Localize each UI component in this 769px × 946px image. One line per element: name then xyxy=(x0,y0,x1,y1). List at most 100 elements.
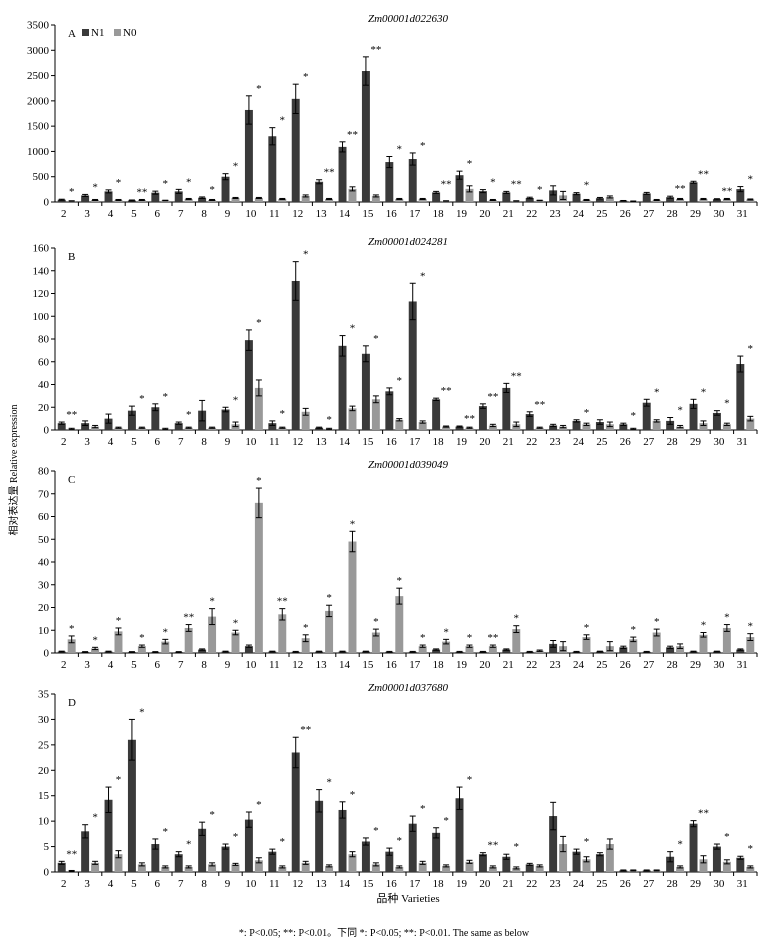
bar-N0 xyxy=(114,631,123,653)
x-tick-label: 10 xyxy=(245,208,257,220)
panel-letter: A xyxy=(68,28,76,40)
bar-N1 xyxy=(315,427,324,430)
significance-marker: * xyxy=(92,181,98,193)
y-tick-label: 140 xyxy=(33,265,50,277)
y-tick-label: 10 xyxy=(38,625,50,637)
bar-N0 xyxy=(722,627,731,653)
x-tick-label: 24 xyxy=(573,436,585,448)
significance-marker: * xyxy=(677,839,683,851)
bar-N0 xyxy=(699,634,708,653)
significance-marker: * xyxy=(584,407,590,419)
bar-N1 xyxy=(595,198,604,202)
significance-marker: ** xyxy=(300,724,311,736)
y-tick-label: 10 xyxy=(38,816,50,828)
significance-marker: ** xyxy=(324,167,335,179)
significance-marker: * xyxy=(326,414,332,426)
x-tick-label: 13 xyxy=(316,659,328,671)
x-tick-label: 21 xyxy=(503,208,514,220)
bar-N1 xyxy=(689,182,698,202)
bar-N0 xyxy=(676,646,685,653)
significance-marker: * xyxy=(397,835,403,847)
x-tick-label: 8 xyxy=(201,436,207,448)
significance-marker: * xyxy=(303,71,309,83)
bar-N0 xyxy=(348,854,357,872)
bar-N1 xyxy=(666,856,675,872)
x-tick-label: 16 xyxy=(386,659,398,671)
bar-N0 xyxy=(254,197,263,202)
x-tick-label: 15 xyxy=(362,436,374,448)
x-tick-label: 5 xyxy=(131,208,137,220)
y-tick-label: 30 xyxy=(38,579,50,591)
significance-marker: * xyxy=(280,836,286,848)
bar-N0 xyxy=(512,867,521,872)
x-tick-label: 4 xyxy=(108,208,114,220)
bar-N1 xyxy=(455,426,464,430)
significance-marker: * xyxy=(256,317,262,329)
bar-N0 xyxy=(605,844,614,872)
x-tick-label: 23 xyxy=(550,659,562,671)
bar-N1 xyxy=(642,193,651,202)
y-tick-label: 60 xyxy=(38,356,50,368)
gene-title: Zm00001d039049 xyxy=(368,459,449,471)
bar-N1 xyxy=(666,647,675,653)
bar-N1 xyxy=(268,136,277,202)
bar-N0 xyxy=(114,854,123,872)
significance-marker: * xyxy=(186,839,192,851)
bar-N0 xyxy=(676,426,685,430)
x-tick-label: 5 xyxy=(131,659,137,671)
bar-N1 xyxy=(291,752,300,872)
significance-marker: * xyxy=(280,408,286,420)
bar-N0 xyxy=(161,866,170,872)
significance-marker: * xyxy=(350,789,356,801)
bar-N0 xyxy=(488,425,497,430)
significance-marker: * xyxy=(209,184,215,196)
x-tick-label: 6 xyxy=(155,659,161,671)
y-tick-label: 80 xyxy=(38,334,50,346)
significance-marker: * xyxy=(256,475,262,487)
bar-N1 xyxy=(198,649,207,653)
y-tick-label: 70 xyxy=(38,488,50,500)
significance-marker: ** xyxy=(183,612,194,624)
significance-marker: * xyxy=(490,177,496,189)
significance-marker: * xyxy=(186,176,192,188)
x-tick-label: 7 xyxy=(178,208,184,220)
significance-marker: * xyxy=(724,612,730,624)
significance-marker: ** xyxy=(721,185,732,197)
bar-N0 xyxy=(418,646,427,653)
legend-swatch-N1 xyxy=(82,29,89,36)
bar-N1 xyxy=(244,109,253,202)
x-tick-label: 11 xyxy=(269,208,280,220)
bar-N0 xyxy=(208,427,217,430)
x-tick-label: 25 xyxy=(596,878,608,890)
x-tick-label: 14 xyxy=(339,208,351,220)
x-tick-label: 29 xyxy=(690,878,702,890)
bar-N0 xyxy=(231,632,240,653)
bar-N0 xyxy=(512,424,521,430)
x-tick-label: 12 xyxy=(292,659,303,671)
x-tick-label: 12 xyxy=(292,878,303,890)
bar-N0 xyxy=(91,199,100,202)
footnote: *: P<0.05; **: P<0.01。下同 *: P<0.05; **: … xyxy=(239,927,530,939)
bar-N0 xyxy=(418,198,427,202)
bar-N0 xyxy=(488,199,497,202)
bar-N1 xyxy=(432,192,441,202)
y-tick-label: 120 xyxy=(33,288,50,300)
bar-N0 xyxy=(722,198,731,202)
x-tick-label: 10 xyxy=(245,659,257,671)
significance-marker: * xyxy=(748,343,754,355)
significance-marker: ** xyxy=(347,129,358,141)
x-tick-label: 12 xyxy=(292,208,303,220)
significance-marker: * xyxy=(677,404,683,416)
bar-N1 xyxy=(315,800,324,872)
bar-N1 xyxy=(408,823,417,872)
x-tick-label: 31 xyxy=(737,878,748,890)
significance-marker: * xyxy=(420,632,426,644)
bar-N0 xyxy=(699,198,708,202)
x-tick-label: 13 xyxy=(316,878,328,890)
significance-marker: * xyxy=(748,621,754,633)
x-tick-label: 28 xyxy=(667,436,679,448)
bar-N1 xyxy=(104,799,113,872)
bar-N0 xyxy=(161,641,170,653)
bar-N1 xyxy=(385,851,394,872)
bar-N1 xyxy=(432,399,441,430)
